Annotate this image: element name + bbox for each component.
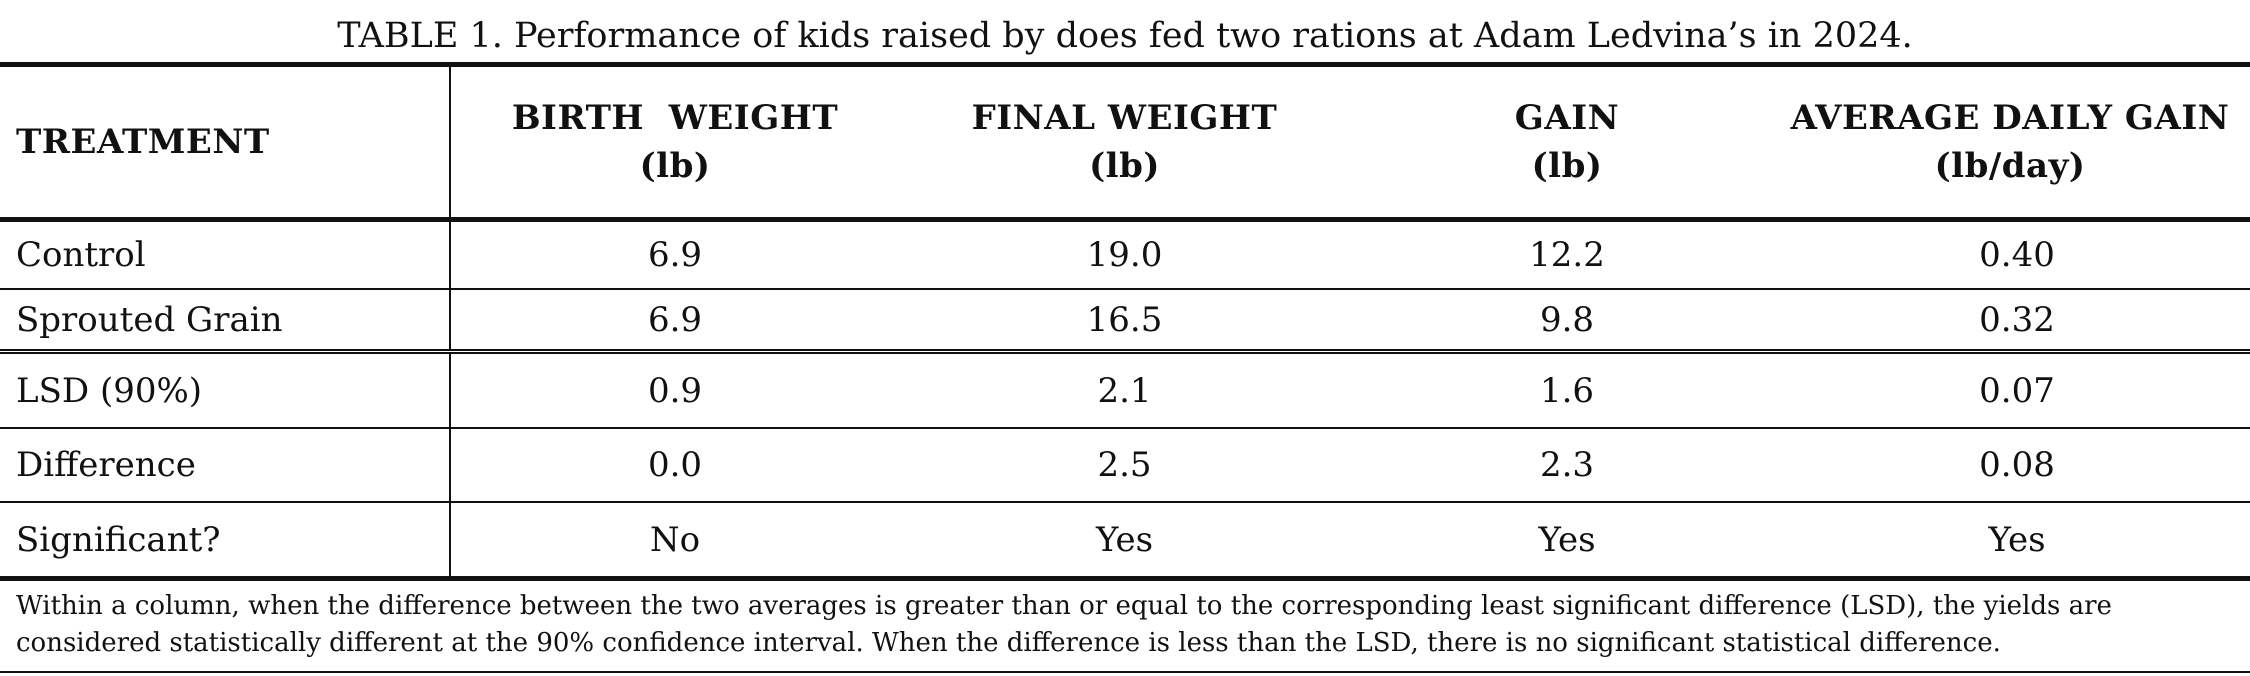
bottom-rule	[0, 671, 2250, 673]
table-footnote: Within a column, when the difference bet…	[16, 591, 2112, 658]
header-gain-unit: (lb)	[1531, 146, 1603, 186]
cell-birth-weight: 0.0	[450, 428, 899, 503]
cell-gain: 1.6	[1350, 351, 1784, 429]
header-treatment: TREATMENT	[0, 62, 451, 222]
header-final-weight: FINAL WEIGHT (lb)	[899, 62, 1350, 222]
header-average-daily-gain-label: AVERAGE DAILY GAIN	[1790, 98, 2230, 138]
cell-treatment: Control	[0, 219, 451, 290]
header-birth-weight-unit: (lb)	[639, 146, 711, 186]
cell-treatment: Significant?	[0, 502, 451, 581]
cell-gain: 2.3	[1350, 428, 1784, 503]
cell-final-weight: 16.5	[899, 289, 1350, 354]
table-row-lsd: LSD (90%) 0.9 2.1 1.6 0.07	[0, 351, 2250, 429]
cell-treatment: LSD (90%)	[0, 351, 451, 429]
header-average-daily-gain-unit: (lb/day)	[1934, 146, 2086, 186]
cell-average-daily-gain: Yes	[1784, 502, 2250, 581]
cell-treatment: Difference	[0, 428, 451, 503]
cell-gain: 12.2	[1350, 219, 1784, 290]
cell-final-weight: Yes	[899, 502, 1350, 581]
cell-birth-weight: 6.9	[450, 289, 899, 354]
table-row-sprouted-grain: Sprouted Grain 6.9 16.5 9.8 0.32	[0, 289, 2250, 354]
cell-birth-weight: 0.9	[450, 351, 899, 429]
cell-final-weight: 19.0	[899, 219, 1350, 290]
header-gain: GAIN (lb)	[1350, 62, 1784, 222]
cell-average-daily-gain: 0.07	[1784, 351, 2250, 429]
header-row: TREATMENT BIRTH WEIGHT (lb) FINAL WEIGHT…	[0, 62, 2250, 222]
cell-average-daily-gain: 0.40	[1784, 219, 2250, 290]
cell-birth-weight: No	[450, 502, 899, 581]
cell-treatment: Sprouted Grain	[0, 289, 451, 354]
table-row-difference: Difference 0.0 2.5 2.3 0.08	[0, 428, 2250, 503]
header-final-weight-unit: (lb)	[1089, 146, 1160, 186]
cell-gain: Yes	[1350, 502, 1784, 581]
header-gain-label: GAIN	[1514, 98, 1620, 138]
header-average-daily-gain: AVERAGE DAILY GAIN (lb/day)	[1784, 62, 2250, 222]
header-birth-weight: BIRTH WEIGHT (lb)	[450, 62, 899, 222]
cell-gain: 9.8	[1350, 289, 1784, 354]
header-treatment-label: TREATMENT	[16, 122, 270, 162]
table-header: TREATMENT BIRTH WEIGHT (lb) FINAL WEIGHT…	[0, 62, 2250, 222]
cell-final-weight: 2.1	[899, 351, 1350, 429]
cell-birth-weight: 6.9	[450, 219, 899, 290]
table-body: Control 6.9 19.0 12.2 0.40 Sprouted Grai…	[0, 219, 2250, 581]
cell-final-weight: 2.5	[899, 428, 1350, 503]
cell-average-daily-gain: 0.32	[1784, 289, 2250, 354]
table-row-control: Control 6.9 19.0 12.2 0.40	[0, 219, 2250, 290]
header-final-weight-label: FINAL WEIGHT	[971, 98, 1278, 138]
table-caption: TABLE 1. Performance of kids raised by d…	[337, 16, 1913, 56]
header-birth-weight-label: BIRTH WEIGHT	[511, 98, 839, 138]
performance-table: TREATMENT BIRTH WEIGHT (lb) FINAL WEIGHT…	[0, 62, 2250, 581]
table-row-significant: Significant? No Yes Yes Yes	[0, 502, 2250, 581]
cell-average-daily-gain: 0.08	[1784, 428, 2250, 503]
